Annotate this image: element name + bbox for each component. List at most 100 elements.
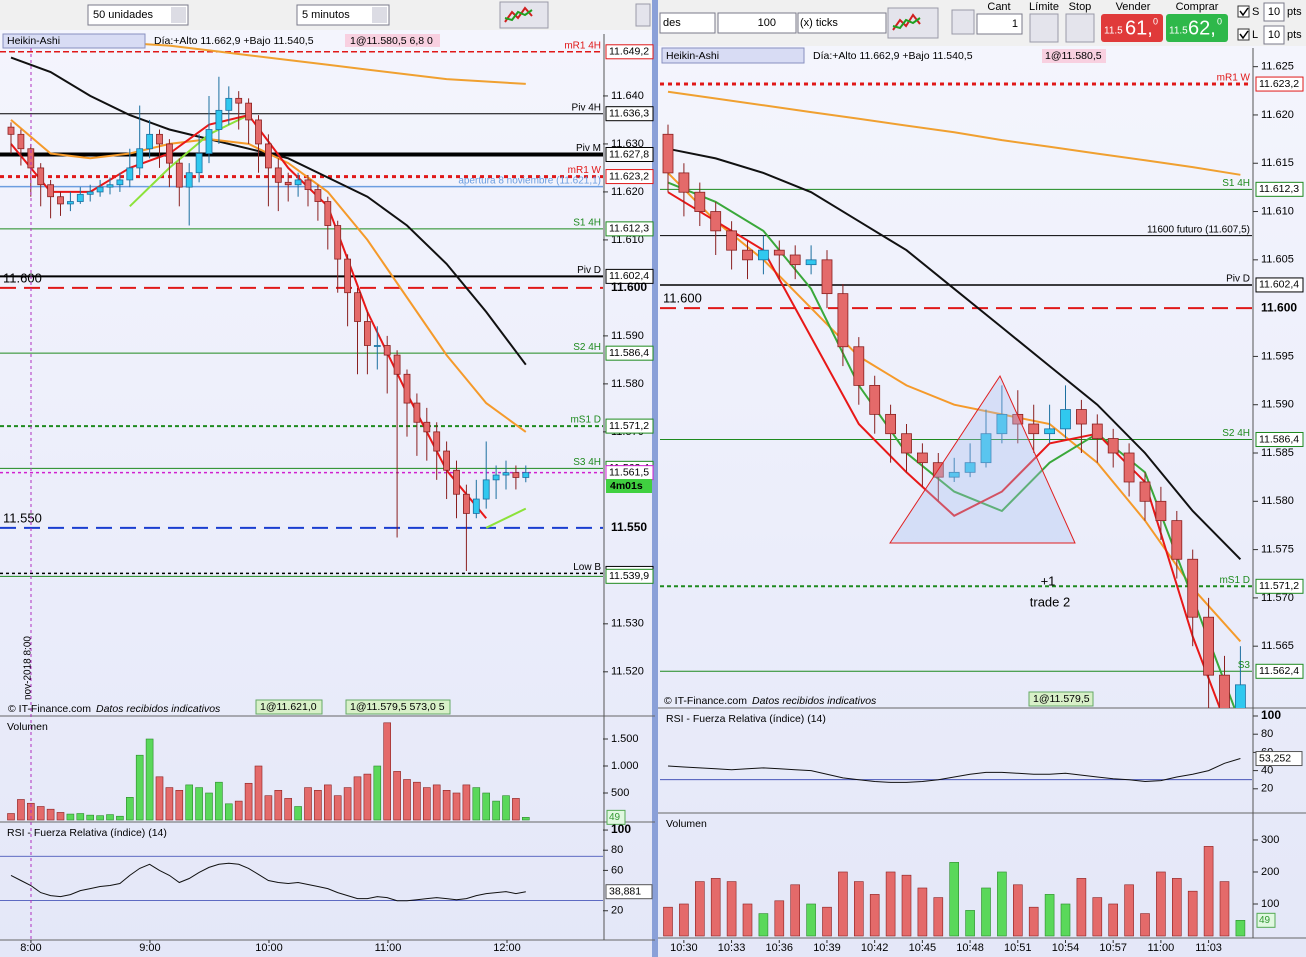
check xyxy=(1239,30,1249,40)
volume-bar xyxy=(726,881,737,937)
scroll-button[interactable] xyxy=(635,3,651,27)
candle-body xyxy=(344,258,352,294)
candle-body xyxy=(393,354,401,375)
y-tick-label: 1.000 xyxy=(611,760,639,772)
dropdown-arrow[interactable] xyxy=(372,7,387,23)
spinner[interactable] xyxy=(717,12,797,34)
candle-body xyxy=(403,373,411,404)
candle-body xyxy=(126,167,134,181)
value-tag xyxy=(1256,912,1276,928)
candle-body xyxy=(106,184,114,188)
candle-body xyxy=(1203,616,1214,676)
candle-body xyxy=(502,472,510,476)
input[interactable] xyxy=(1263,25,1285,45)
dropdown[interactable] xyxy=(797,12,887,34)
volume-bar xyxy=(17,799,25,821)
volume-bar xyxy=(452,792,461,821)
candle-body xyxy=(324,201,332,226)
x-tick-label: 11:00 xyxy=(375,942,402,954)
dropdown[interactable] xyxy=(296,4,390,26)
y-tick-label: 20 xyxy=(1261,783,1273,795)
volume-bar xyxy=(175,790,184,821)
volume-bar xyxy=(774,900,785,937)
candle-body xyxy=(116,179,124,186)
price-small: 0 xyxy=(1153,16,1158,26)
stop-button[interactable] xyxy=(1065,13,1095,43)
volume-bar xyxy=(512,798,520,821)
candle-body xyxy=(885,413,896,435)
label: L xyxy=(1252,29,1258,41)
level-name: S3 4H xyxy=(573,457,601,468)
x-tick-label: 12:00 xyxy=(493,942,521,954)
volume-bar xyxy=(422,787,431,821)
fill-text: 1@11.579,5 573,0 5 xyxy=(350,701,445,713)
candle-body xyxy=(1235,684,1246,708)
candle-body xyxy=(694,191,706,212)
candle-body xyxy=(1091,423,1103,439)
volume-bar xyxy=(1219,881,1230,937)
volume-bar xyxy=(502,795,510,821)
volume-bar xyxy=(314,790,322,821)
dropdown[interactable] xyxy=(659,12,716,34)
y-tick-label: 11.595 xyxy=(1261,350,1294,362)
panel-title: RSI - Fuerza Relativa (índice) (14) xyxy=(7,827,167,839)
price-tag-label: 11.627,8 xyxy=(609,148,649,160)
price-tag-label: 11.586,4 xyxy=(609,347,649,359)
volume-bar xyxy=(155,776,164,821)
level-name: S1 4H xyxy=(573,218,601,229)
candle-body xyxy=(96,186,104,193)
limit-button[interactable] xyxy=(1029,13,1059,43)
price-main: 61, xyxy=(1125,17,1153,39)
volume-bar xyxy=(56,812,65,821)
price-tag xyxy=(1255,431,1304,447)
candle-body xyxy=(304,179,312,190)
candle-body xyxy=(255,119,262,145)
x-tick-label: 10:54 xyxy=(1052,942,1080,954)
round-level-label: 11.600 xyxy=(1261,300,1297,314)
y-tick-label: 11.610 xyxy=(611,234,644,246)
volume-bar xyxy=(869,894,880,937)
price-tag-label: 11.649,2 xyxy=(609,46,649,58)
candle-body xyxy=(86,191,94,195)
candle-body xyxy=(492,474,500,481)
quantity-input[interactable] xyxy=(976,13,1023,35)
volume-bar xyxy=(679,903,689,937)
volume-bar xyxy=(806,903,816,937)
x-tick-label: 9:00 xyxy=(139,942,160,954)
level-name: S1 4H xyxy=(1222,178,1250,189)
x-tick-label: 10:51 xyxy=(1004,942,1032,954)
settings-button[interactable] xyxy=(951,9,975,35)
candle-body xyxy=(175,162,183,188)
volume-bar xyxy=(96,815,104,821)
right-chart: 11.625 11.620 11.615 11.610 11.605 11.595 11.5… xyxy=(660,61,1304,954)
candle-body xyxy=(264,143,272,169)
checkbox[interactable] xyxy=(1237,28,1250,41)
candle-body xyxy=(522,472,530,478)
dropdown[interactable] xyxy=(87,4,189,26)
volume-bar xyxy=(1156,871,1166,937)
candle-body xyxy=(980,433,992,464)
candle-body xyxy=(758,249,769,261)
fill-tag xyxy=(255,699,323,715)
volume-bar xyxy=(462,784,471,821)
sell-button[interactable] xyxy=(1101,14,1163,42)
volume-bar xyxy=(66,813,75,821)
candle-body xyxy=(146,133,154,150)
candle-body xyxy=(7,126,15,135)
candle-body xyxy=(156,133,163,145)
price-main: 62, xyxy=(1188,17,1216,39)
checkbox[interactable] xyxy=(1237,5,1250,18)
candle-body xyxy=(274,167,282,183)
dropdown-arrow[interactable] xyxy=(171,7,186,23)
fill-text: 1@11.621,0 xyxy=(260,701,317,713)
buy-button[interactable] xyxy=(1166,14,1228,42)
annotation: trade 2 xyxy=(1030,594,1070,609)
panel-header xyxy=(2,33,146,49)
input[interactable] xyxy=(1263,2,1285,22)
y-tick-label: 11.590 xyxy=(611,330,644,342)
candle-body xyxy=(1060,409,1071,430)
volume-bar xyxy=(901,874,912,937)
level-name: mR1 W xyxy=(1217,73,1251,84)
volume-bar xyxy=(126,797,134,821)
